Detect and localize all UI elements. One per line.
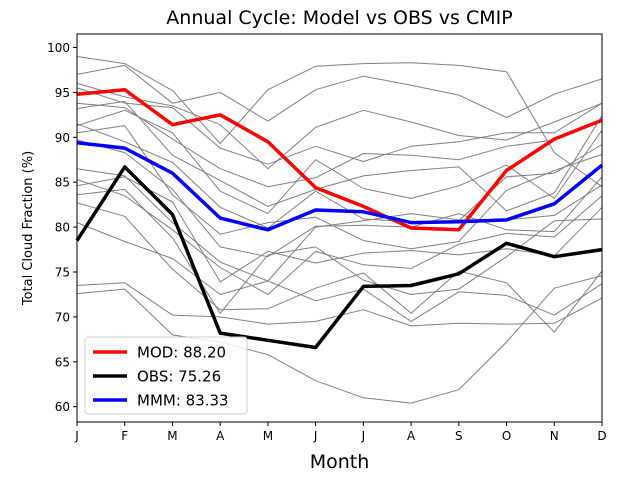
y-tick-label: 85 [55,176,70,190]
chart-title: Annual Cycle: Model vs OBS vs CMIP [166,7,512,29]
plot-area-frame [76,33,603,423]
x-tick-label: A [407,429,416,443]
x-axis-label: Month [310,451,370,473]
cmip-model-line-18 [76,222,603,322]
y-tick-label: 75 [55,266,70,280]
y-tick-label: 90 [55,131,70,145]
legend-box [84,336,248,415]
series-line-mod [76,87,603,232]
cmip-model-line-4 [76,87,603,165]
y-tick-label: 95 [55,86,70,100]
cmip-model-line-13 [76,176,603,283]
x-tick-label: M [167,429,177,443]
cmip-model-line-2 [76,64,603,122]
x-tick-label: M [263,429,273,443]
cmip-model-line-3 [76,82,603,170]
x-tick-label: O [502,429,511,443]
x-tick-label: N [550,429,559,443]
x-tick-label: J [361,429,366,443]
y-axis-ticks: 60 65 70 75 80 85 90 95 100 [47,41,77,414]
cmip-model-line-15 [76,202,603,333]
x-tick-label: A [216,429,225,443]
cmip-model-line-1 [76,56,603,188]
series-line-mmm [76,140,604,232]
y-axis-label: Total Cloud Fraction (%) [21,151,36,306]
y-tick-label: 65 [55,355,70,369]
y-tick-label: 80 [55,221,70,235]
cmip-model-line-6 [76,100,603,212]
cmip-model-line-8 [76,123,603,229]
legend: MOD: 88.20 OBS: 75.26 MMM: 83.33 [84,336,248,415]
legend-label-mmm: MMM: 83.33 [137,392,229,410]
x-tick-label: J [313,429,318,443]
legend-label-mod: MOD: 88.20 [137,344,226,362]
x-tick-label: D [597,429,606,443]
x-tick-label: J [74,429,79,443]
legend-label-obs: OBS: 75.26 [137,368,221,386]
cmip-model-line-10 [76,139,603,258]
cmip-model-line-14 [76,188,603,314]
y-tick-label: 100 [47,41,70,55]
y-tick-label: 70 [55,310,70,324]
series-line-obs [75,165,603,350]
y-tick-label: 60 [55,400,70,414]
cmip-model-lines [76,56,603,404]
main-series-lines [75,87,604,350]
cmip-model-line-5 [76,102,603,188]
cmip-model-line-17 [76,275,603,404]
cmip-model-line-7 [76,109,603,215]
x-tick-label: S [455,429,463,443]
x-tick-label: F [121,429,128,443]
cmip-model-line-11 [76,168,603,282]
